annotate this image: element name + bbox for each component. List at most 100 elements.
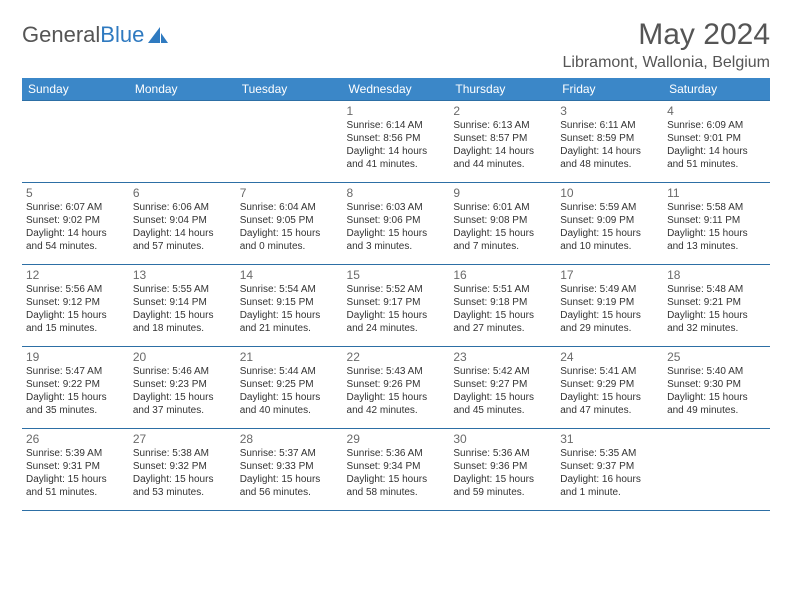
day-number: 18 [667,268,766,282]
info-line: and 42 minutes. [347,404,446,417]
day-info: Sunrise: 5:36 AMSunset: 9:36 PMDaylight:… [453,447,552,499]
day-cell [129,101,236,183]
info-line: Sunset: 8:56 PM [347,132,446,145]
info-line: Daylight: 15 hours [240,473,339,486]
info-line: Sunset: 9:36 PM [453,460,552,473]
info-line: and 41 minutes. [347,158,446,171]
day-info: Sunrise: 5:37 AMSunset: 9:33 PMDaylight:… [240,447,339,499]
day-cell: 23Sunrise: 5:42 AMSunset: 9:27 PMDayligh… [449,347,556,429]
day-info: Sunrise: 5:41 AMSunset: 9:29 PMDaylight:… [560,365,659,417]
location-text: Libramont, Wallonia, Belgium [563,54,771,72]
info-line: and 47 minutes. [560,404,659,417]
dh-sat: Saturday [663,78,770,101]
info-line: Sunrise: 5:56 AM [26,283,125,296]
day-cell [236,101,343,183]
info-line: Daylight: 15 hours [26,391,125,404]
info-line: Daylight: 14 hours [667,145,766,158]
day-number: 27 [133,432,232,446]
week-row: 19Sunrise: 5:47 AMSunset: 9:22 PMDayligh… [22,347,770,429]
day-cell: 4Sunrise: 6:09 AMSunset: 9:01 PMDaylight… [663,101,770,183]
info-line: Daylight: 15 hours [560,391,659,404]
day-number: 28 [240,432,339,446]
info-line: Sunrise: 5:42 AM [453,365,552,378]
day-cell: 9Sunrise: 6:01 AMSunset: 9:08 PMDaylight… [449,183,556,265]
day-cell: 29Sunrise: 5:36 AMSunset: 9:34 PMDayligh… [343,429,450,511]
info-line: Sunrise: 5:54 AM [240,283,339,296]
info-line: Daylight: 15 hours [453,227,552,240]
calendar-table: Sunday Monday Tuesday Wednesday Thursday… [22,78,770,511]
info-line: Sunset: 9:06 PM [347,214,446,227]
day-cell: 15Sunrise: 5:52 AMSunset: 9:17 PMDayligh… [343,265,450,347]
info-line: Daylight: 15 hours [453,473,552,486]
day-info: Sunrise: 5:47 AMSunset: 9:22 PMDaylight:… [26,365,125,417]
day-info: Sunrise: 5:54 AMSunset: 9:15 PMDaylight:… [240,283,339,335]
info-line: and 59 minutes. [453,486,552,499]
info-line: Sunset: 9:32 PM [133,460,232,473]
info-line: Daylight: 15 hours [560,309,659,322]
day-cell: 8Sunrise: 6:03 AMSunset: 9:06 PMDaylight… [343,183,450,265]
info-line: Sunset: 9:02 PM [26,214,125,227]
day-cell: 13Sunrise: 5:55 AMSunset: 9:14 PMDayligh… [129,265,236,347]
info-line: Daylight: 15 hours [667,391,766,404]
info-line: and 27 minutes. [453,322,552,335]
info-line: Sunset: 9:34 PM [347,460,446,473]
day-number: 3 [560,104,659,118]
info-line: Daylight: 15 hours [133,473,232,486]
info-line: Daylight: 14 hours [347,145,446,158]
day-number: 14 [240,268,339,282]
info-line: and 56 minutes. [240,486,339,499]
info-line: Sunset: 9:01 PM [667,132,766,145]
info-line: and 3 minutes. [347,240,446,253]
day-info: Sunrise: 6:13 AMSunset: 8:57 PMDaylight:… [453,119,552,171]
day-number: 11 [667,186,766,200]
day-info: Sunrise: 5:39 AMSunset: 9:31 PMDaylight:… [26,447,125,499]
day-number: 23 [453,350,552,364]
day-info: Sunrise: 5:58 AMSunset: 9:11 PMDaylight:… [667,201,766,253]
day-number: 31 [560,432,659,446]
day-cell: 20Sunrise: 5:46 AMSunset: 9:23 PMDayligh… [129,347,236,429]
info-line: and 44 minutes. [453,158,552,171]
day-info: Sunrise: 5:52 AMSunset: 9:17 PMDaylight:… [347,283,446,335]
day-cell: 7Sunrise: 6:04 AMSunset: 9:05 PMDaylight… [236,183,343,265]
day-cell: 22Sunrise: 5:43 AMSunset: 9:26 PMDayligh… [343,347,450,429]
info-line: Sunset: 9:14 PM [133,296,232,309]
info-line: and 1 minute. [560,486,659,499]
info-line: Daylight: 15 hours [240,391,339,404]
day-cell: 16Sunrise: 5:51 AMSunset: 9:18 PMDayligh… [449,265,556,347]
info-line: Daylight: 15 hours [453,391,552,404]
day-info: Sunrise: 6:09 AMSunset: 9:01 PMDaylight:… [667,119,766,171]
logo-sail-icon [146,25,170,45]
info-line: Sunrise: 6:07 AM [26,201,125,214]
day-info: Sunrise: 5:56 AMSunset: 9:12 PMDaylight:… [26,283,125,335]
day-info: Sunrise: 5:55 AMSunset: 9:14 PMDaylight:… [133,283,232,335]
info-line: Daylight: 15 hours [347,309,446,322]
day-cell: 21Sunrise: 5:44 AMSunset: 9:25 PMDayligh… [236,347,343,429]
info-line: Sunset: 9:37 PM [560,460,659,473]
info-line: Daylight: 14 hours [26,227,125,240]
day-info: Sunrise: 5:49 AMSunset: 9:19 PMDaylight:… [560,283,659,335]
dh-sun: Sunday [22,78,129,101]
day-info: Sunrise: 5:44 AMSunset: 9:25 PMDaylight:… [240,365,339,417]
info-line: and 57 minutes. [133,240,232,253]
info-line: Daylight: 16 hours [560,473,659,486]
day-number: 1 [347,104,446,118]
month-title: May 2024 [563,18,771,52]
day-cell: 12Sunrise: 5:56 AMSunset: 9:12 PMDayligh… [22,265,129,347]
day-number: 9 [453,186,552,200]
day-number: 8 [347,186,446,200]
info-line: and 32 minutes. [667,322,766,335]
info-line: Sunset: 9:05 PM [240,214,339,227]
day-cell: 6Sunrise: 6:06 AMSunset: 9:04 PMDaylight… [129,183,236,265]
day-cell: 27Sunrise: 5:38 AMSunset: 9:32 PMDayligh… [129,429,236,511]
dh-fri: Friday [556,78,663,101]
info-line: and 29 minutes. [560,322,659,335]
info-line: Sunset: 9:22 PM [26,378,125,391]
day-info: Sunrise: 6:11 AMSunset: 8:59 PMDaylight:… [560,119,659,171]
info-line: Sunrise: 6:06 AM [133,201,232,214]
dh-wed: Wednesday [343,78,450,101]
day-header-row: Sunday Monday Tuesday Wednesday Thursday… [22,78,770,101]
day-cell: 31Sunrise: 5:35 AMSunset: 9:37 PMDayligh… [556,429,663,511]
info-line: Sunrise: 5:52 AM [347,283,446,296]
info-line: Sunrise: 5:39 AM [26,447,125,460]
day-cell [22,101,129,183]
